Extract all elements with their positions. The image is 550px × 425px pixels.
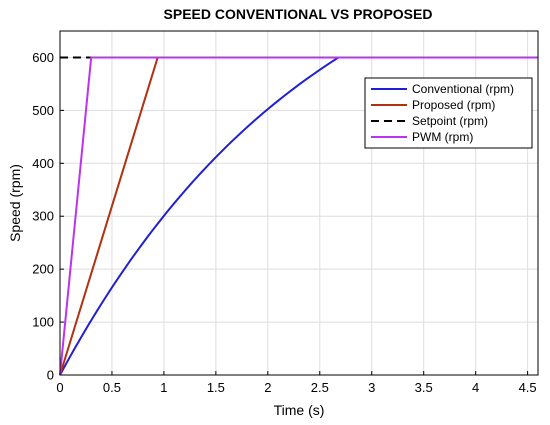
series-line-conventional xyxy=(59,56,538,376)
y-axis-label: Speed (rpm) xyxy=(7,164,23,242)
y-tick-label: 500 xyxy=(32,103,54,118)
y-tick-label: 200 xyxy=(32,262,54,277)
y-tick-label: 400 xyxy=(32,156,54,171)
series-line-pwm xyxy=(59,56,538,376)
series-group xyxy=(59,56,538,376)
legend-label: Setpoint (rpm) xyxy=(412,114,488,128)
x-tick-label: 3.5 xyxy=(415,380,433,395)
x-tick-label: 4.5 xyxy=(519,380,537,395)
x-tick-label: 3 xyxy=(368,380,375,395)
legend: Conventional (rpm) Proposed (rpm) Setpoint… xyxy=(364,77,533,149)
y-tick-label: 0 xyxy=(47,368,54,383)
y-tick-label: 100 xyxy=(32,315,54,330)
x-tick-label: 4 xyxy=(472,380,479,395)
legend-label: Conventional (rpm) xyxy=(412,82,514,96)
legend-label: PWM (rpm) xyxy=(412,130,473,144)
x-axis-label: Time (s) xyxy=(274,402,325,418)
x-tick-label: 0 xyxy=(56,380,63,395)
plot-area-frame xyxy=(59,30,539,376)
chart-title: SPEED CONVENTIONAL VS PROPOSED xyxy=(164,6,433,22)
y-tick-label: 600 xyxy=(32,50,54,65)
axis-ticks: 0 0.5 1 1.5 2 2.5 3 3.5 4 4.5 0 100 200 300 400 500 600 xyxy=(32,50,536,395)
x-tick-label: 2 xyxy=(264,380,271,395)
x-tick-label: 2.5 xyxy=(311,380,329,395)
y-tick-label: 300 xyxy=(32,209,54,224)
x-tick-label: 1.5 xyxy=(207,380,225,395)
x-tick-label: 1 xyxy=(160,380,167,395)
x-tick-label: 0.5 xyxy=(103,380,121,395)
legend-label: Proposed (rpm) xyxy=(412,98,495,112)
